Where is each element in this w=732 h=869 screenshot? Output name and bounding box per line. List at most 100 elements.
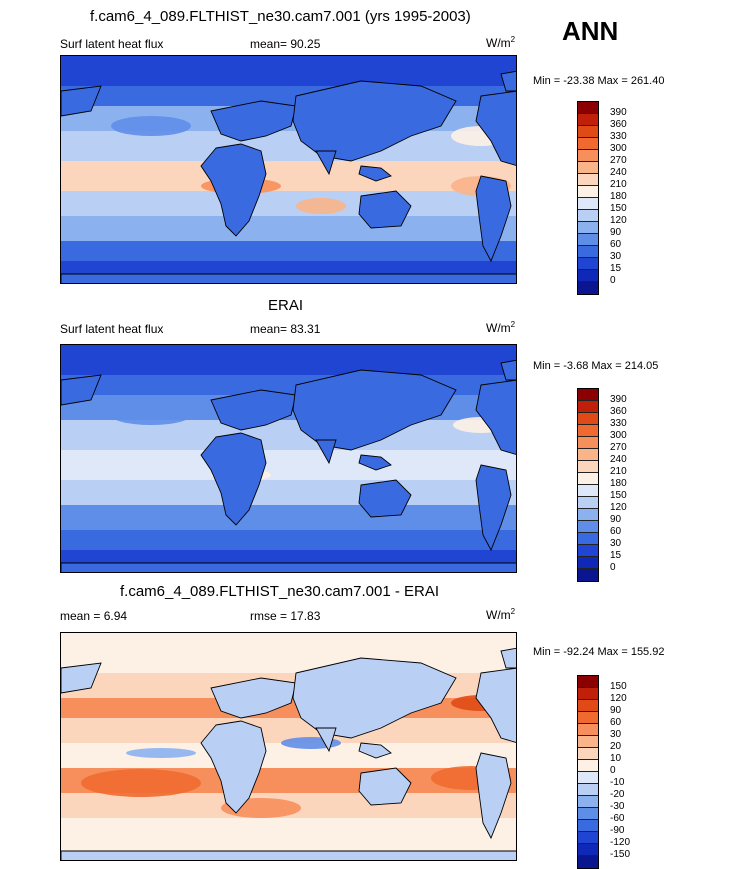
panel3-rmse-label: rmse = 17.83 [250, 609, 321, 623]
figure-title: f.cam6_4_089.FLTHIST_ne30.cam7.001 (yrs … [90, 8, 471, 25]
colorbar-model-swatch [578, 162, 598, 174]
coastline [358, 479, 412, 518]
colorbar-model-tick-label: 210 [610, 179, 627, 190]
colorbar-model-swatch [578, 270, 598, 282]
coastline [358, 767, 412, 806]
coastline [61, 662, 102, 694]
colorbar-erai-swatch [578, 389, 598, 401]
panel2-units: W/m2 [486, 320, 516, 335]
colorbar-model-swatch [578, 150, 598, 162]
colorbar-difference-swatch [578, 748, 598, 760]
colorbar-erai-tick-label: 30 [610, 538, 622, 549]
colorbar-difference-tick-label: -90 [610, 825, 625, 836]
field-blob [111, 405, 191, 425]
colorbar-difference-tick-label: 10 [610, 753, 622, 764]
panel2-title: ERAI [268, 297, 304, 314]
colorbar-difference-tick-label: -150 [610, 849, 631, 860]
field-band [61, 191, 516, 216]
panel3-mean-label: mean = 6.94 [60, 609, 128, 623]
colorbar-erai-swatch [578, 509, 598, 521]
colorbar-erai-swatch [578, 497, 598, 509]
colorbar-difference-swatch [578, 844, 598, 856]
panel2-minmax: Min = -3.68 Max = 214.05 [533, 360, 659, 372]
coastline [475, 90, 516, 166]
coastline [475, 379, 516, 455]
colorbar-model [577, 101, 599, 295]
colorbar-erai-tick-label: 240 [610, 454, 627, 465]
colorbar-erai-swatch [578, 437, 598, 449]
panel1-units: W/m2 [486, 35, 516, 50]
field-band [61, 161, 516, 191]
colorbar-difference-swatch [578, 760, 598, 772]
field-band [61, 530, 516, 550]
colorbar-difference [577, 675, 599, 869]
colorbar-erai-tick-label: 180 [610, 478, 627, 489]
colorbar-model-tick-label: 240 [610, 167, 627, 178]
colorbar-erai-tick-label: 300 [610, 430, 627, 441]
panel1-mean-label: mean= 90.25 [250, 37, 321, 51]
colorbar-erai-swatch [578, 425, 598, 437]
coastline [358, 454, 392, 471]
colorbar-difference-swatch [578, 724, 598, 736]
panel3-title: f.cam6_4_089.FLTHIST_ne30.cam7.001 - ERA… [120, 583, 440, 600]
panel2-variable-label: Surf latent heat flux [60, 322, 164, 336]
field-band [61, 131, 516, 161]
colorbar-difference-tick-label: 120 [610, 693, 627, 704]
coastline [292, 80, 457, 162]
erai-latent-heat-map [60, 344, 517, 573]
field-band [61, 345, 516, 375]
coastline [210, 677, 297, 719]
colorbar-difference-tick-label: 0 [610, 765, 616, 776]
colorbar-erai-tick-label: 390 [610, 394, 627, 405]
colorbar-model-tick-label: 120 [610, 215, 627, 226]
colorbar-erai-swatch [578, 449, 598, 461]
colorbar-difference-tick-label: -120 [610, 837, 631, 848]
coastline [200, 143, 267, 237]
difference-map [60, 632, 517, 861]
colorbar-difference-swatch [578, 820, 598, 832]
colorbar-erai-swatch [578, 533, 598, 545]
map1-field [61, 56, 516, 283]
colorbar-erai-swatch [578, 521, 598, 533]
coastline [315, 727, 337, 753]
coastline [475, 175, 512, 263]
field-band [61, 241, 516, 261]
colorbar-model-tick-label: 180 [610, 191, 627, 202]
panel1-variable-label: Surf latent heat flux [60, 37, 164, 51]
coastline [315, 439, 337, 465]
colorbar-model-swatch [578, 174, 598, 186]
colorbar-difference-tick-label: 90 [610, 705, 622, 716]
map3-field [61, 633, 516, 860]
colorbar-model-swatch [578, 114, 598, 126]
coastline [210, 389, 297, 431]
panel3-units: W/m2 [486, 607, 516, 622]
colorbar-difference-tick-label: 60 [610, 717, 622, 728]
field-band [61, 420, 516, 450]
field-band [61, 633, 516, 673]
colorbar-erai-swatch [578, 569, 598, 581]
field-blob [81, 769, 201, 797]
colorbar-difference-swatch [578, 736, 598, 748]
field-band [61, 450, 516, 480]
colorbar-model-swatch [578, 282, 598, 294]
colorbar-erai-tick-label: 330 [610, 418, 627, 429]
colorbar-difference-swatch [578, 796, 598, 808]
colorbar-erai-tick-label: 0 [610, 562, 616, 573]
colorbar-difference-swatch [578, 712, 598, 724]
colorbar-erai-tick-label: 120 [610, 502, 627, 513]
colorbar-difference-swatch [578, 856, 598, 868]
field-band [61, 505, 516, 530]
coastline [500, 647, 516, 669]
colorbar-erai-swatch [578, 557, 598, 569]
colorbar-erai-tick-label: 15 [610, 550, 622, 561]
field-blob [111, 116, 191, 136]
colorbar-erai-tick-label: 150 [610, 490, 627, 501]
colorbar-model-swatch [578, 186, 598, 198]
colorbar-model-swatch [578, 126, 598, 138]
colorbar-difference-tick-label: -60 [610, 813, 625, 824]
colorbar-model-tick-label: 0 [610, 275, 616, 286]
colorbar-erai-tick-label: 60 [610, 526, 622, 537]
colorbar-erai-tick-label: 210 [610, 466, 627, 477]
panel2-mean-label: mean= 83.31 [250, 322, 321, 336]
colorbar-model-tick-label: 30 [610, 251, 622, 262]
